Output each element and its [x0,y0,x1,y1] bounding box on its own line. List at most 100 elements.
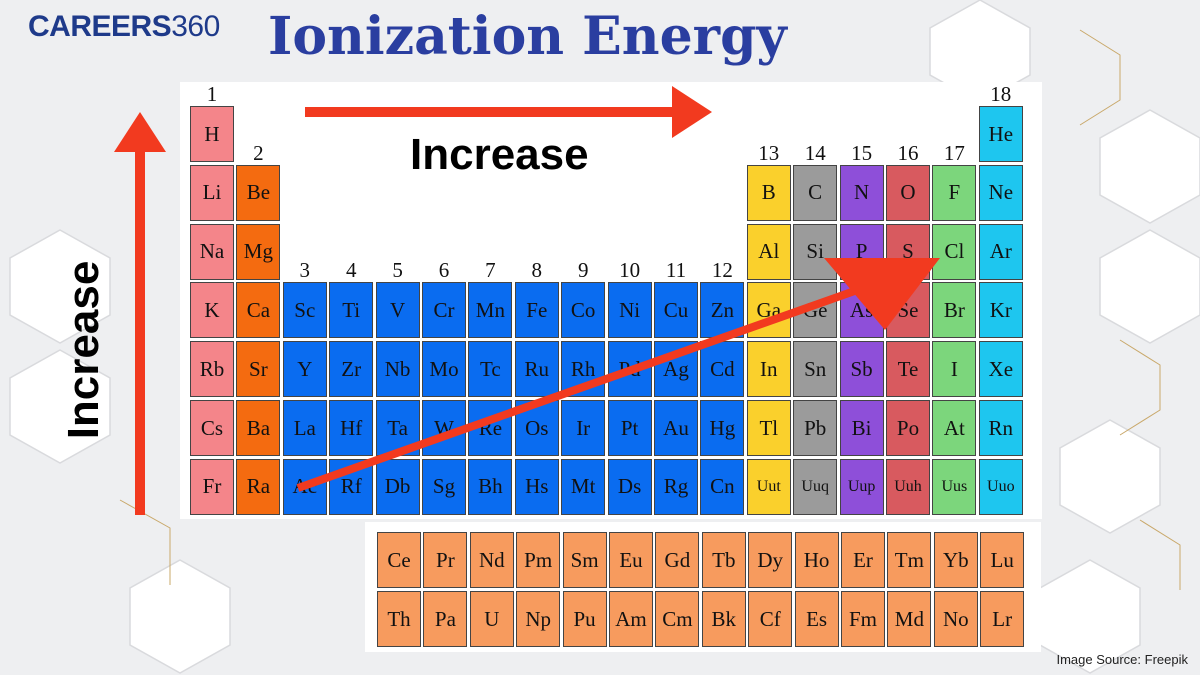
element-po: Po [886,400,930,456]
element-ar: Ar [978,223,1023,280]
element-f: F [932,164,977,221]
element-rf: Rf [329,458,374,515]
group-number-10: 10 [619,258,641,282]
element-ba: Ba [236,400,281,456]
element-v: V [375,282,420,339]
element-rn: Rn [978,400,1023,456]
group-number-13: 13 [758,141,780,165]
element-uus: Uus [932,458,977,515]
element-xe: Xe [978,341,1023,398]
group-number-3: 3 [299,258,311,282]
element-zn: Zn [700,282,745,339]
element-zr: Zr [329,341,374,398]
element-ds: Ds [607,458,652,515]
element-y: Y [282,341,327,398]
element-he: He [978,106,1023,162]
group-number-1: 1 [206,82,218,106]
element-th: Th [377,591,421,647]
element-li: Li [190,164,234,221]
element-er: Er [841,532,885,588]
element-ca: Ca [236,282,281,339]
image-source-credit: Image Source: Freepik [1056,652,1188,667]
element-na: Na [190,223,234,280]
element-sm: Sm [562,532,607,588]
element-cm: Cm [655,591,700,647]
group-number-15: 15 [851,141,873,165]
element-cu: Cu [654,282,698,339]
element-br: Br [932,282,977,339]
element-hs: Hs [514,458,559,515]
element-ce: Ce [377,532,421,588]
element-es: Es [794,591,839,647]
element-be: Be [236,164,281,221]
element-tm: Tm [887,532,932,588]
element-ni: Ni [607,282,652,339]
element-lu: Lu [980,532,1025,588]
element-b: B [746,164,791,221]
element-bh: Bh [468,458,513,515]
element-uup: Uup [839,458,884,515]
element-ra: Ra [236,458,281,515]
element-cr: Cr [422,282,466,339]
group-number-11: 11 [665,258,687,282]
element-mn: Mn [468,282,513,339]
group-number-6: 6 [438,258,450,282]
element-cl: Cl [932,223,977,280]
element-uut: Uut [746,458,791,515]
element-fr: Fr [190,458,234,515]
group-number-14: 14 [804,141,826,165]
element-cs: Cs [190,400,234,456]
group-number-4: 4 [345,258,357,282]
element-w: W [422,400,466,456]
careers360-logo: CAREERS360 [28,10,220,44]
element-mg: Mg [236,223,281,280]
element-se: Se [886,282,930,339]
element-bi: Bi [839,400,884,456]
element-n: N [839,164,884,221]
element-eu: Eu [609,532,653,588]
element-o: O [886,164,930,221]
element-fm: Fm [841,591,885,647]
element-pu: Pu [562,591,607,647]
element-p: P [839,223,884,280]
element-rg: Rg [654,458,698,515]
logo-word: CAREERS [28,10,172,43]
element-in: In [746,341,791,398]
element-hf: Hf [329,400,374,456]
element-sc: Sc [282,282,327,339]
element-au: Au [654,400,698,456]
element-nd: Nd [469,532,514,588]
element-tb: Tb [701,532,746,588]
element-os: Os [514,400,559,456]
element-co: Co [561,282,606,339]
element-ru: Ru [514,341,559,398]
element-pb: Pb [793,400,838,456]
element-ir: Ir [561,400,606,456]
element-ho: Ho [794,532,839,588]
element-pa: Pa [423,591,468,647]
element-re: Re [468,400,513,456]
element-h: H [190,106,234,162]
element-rh: Rh [561,341,606,398]
element-ti: Ti [329,282,374,339]
element-sr: Sr [236,341,281,398]
group-number-9: 9 [577,258,589,282]
element-i: I [932,341,977,398]
element-fe: Fe [514,282,559,339]
element-ne: Ne [978,164,1023,221]
element-la: La [282,400,327,456]
element-k: K [190,282,234,339]
group-number-18: 18 [990,82,1012,106]
element-uuh: Uuh [886,458,930,515]
increase-across-label: Increase [410,130,589,179]
page-title: Ionization Energy [268,6,787,67]
group-number-7: 7 [485,258,496,282]
element-si: Si [793,223,838,280]
group-number-17: 17 [943,141,965,165]
element-tl: Tl [746,400,791,456]
element-np: Np [516,591,561,647]
element-lr: Lr [980,591,1025,647]
element-pd: Pd [607,341,652,398]
group-number-16: 16 [897,141,919,165]
